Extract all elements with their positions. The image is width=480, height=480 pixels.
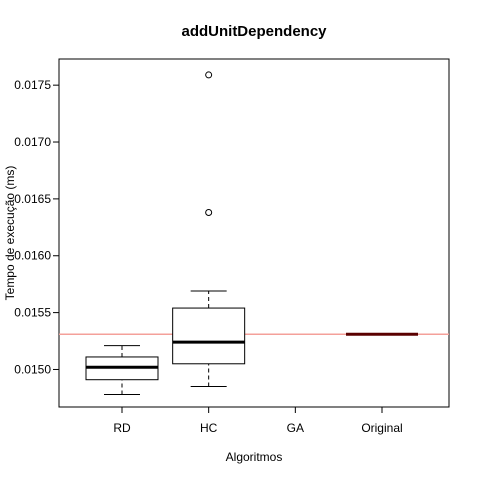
box-rd bbox=[86, 346, 158, 395]
y-tick-label: 0.0150 bbox=[14, 362, 51, 376]
y-tick-label: 0.0170 bbox=[14, 135, 51, 149]
x-tick-label: GA bbox=[287, 421, 304, 435]
chart-title: addUnitDependency bbox=[181, 23, 327, 40]
y-axis-label: Tempo de execução (ms) bbox=[3, 166, 17, 301]
y-tick-label: 0.0155 bbox=[14, 306, 51, 320]
y-tick-label: 0.0175 bbox=[14, 78, 51, 92]
x-tick-label: HC bbox=[200, 421, 218, 435]
box-iqr bbox=[173, 308, 245, 364]
y-tick-label: 0.0165 bbox=[14, 192, 51, 206]
outlier-point bbox=[206, 72, 212, 78]
y-axis: 0.0150 0.0155 0.0160 0.0165 0.0170 0.0175 bbox=[14, 78, 59, 376]
y-tick-label: 0.0160 bbox=[14, 249, 51, 263]
box-hc bbox=[173, 72, 245, 387]
boxes-layer bbox=[86, 72, 418, 395]
x-tick-label: RD bbox=[113, 421, 131, 435]
x-axis: RD HC GA Original bbox=[113, 407, 402, 435]
outlier-point bbox=[206, 210, 212, 216]
x-tick-label: Original bbox=[361, 421, 402, 435]
x-axis-label: Algoritmos bbox=[226, 450, 283, 464]
plot-frame bbox=[59, 59, 449, 407]
